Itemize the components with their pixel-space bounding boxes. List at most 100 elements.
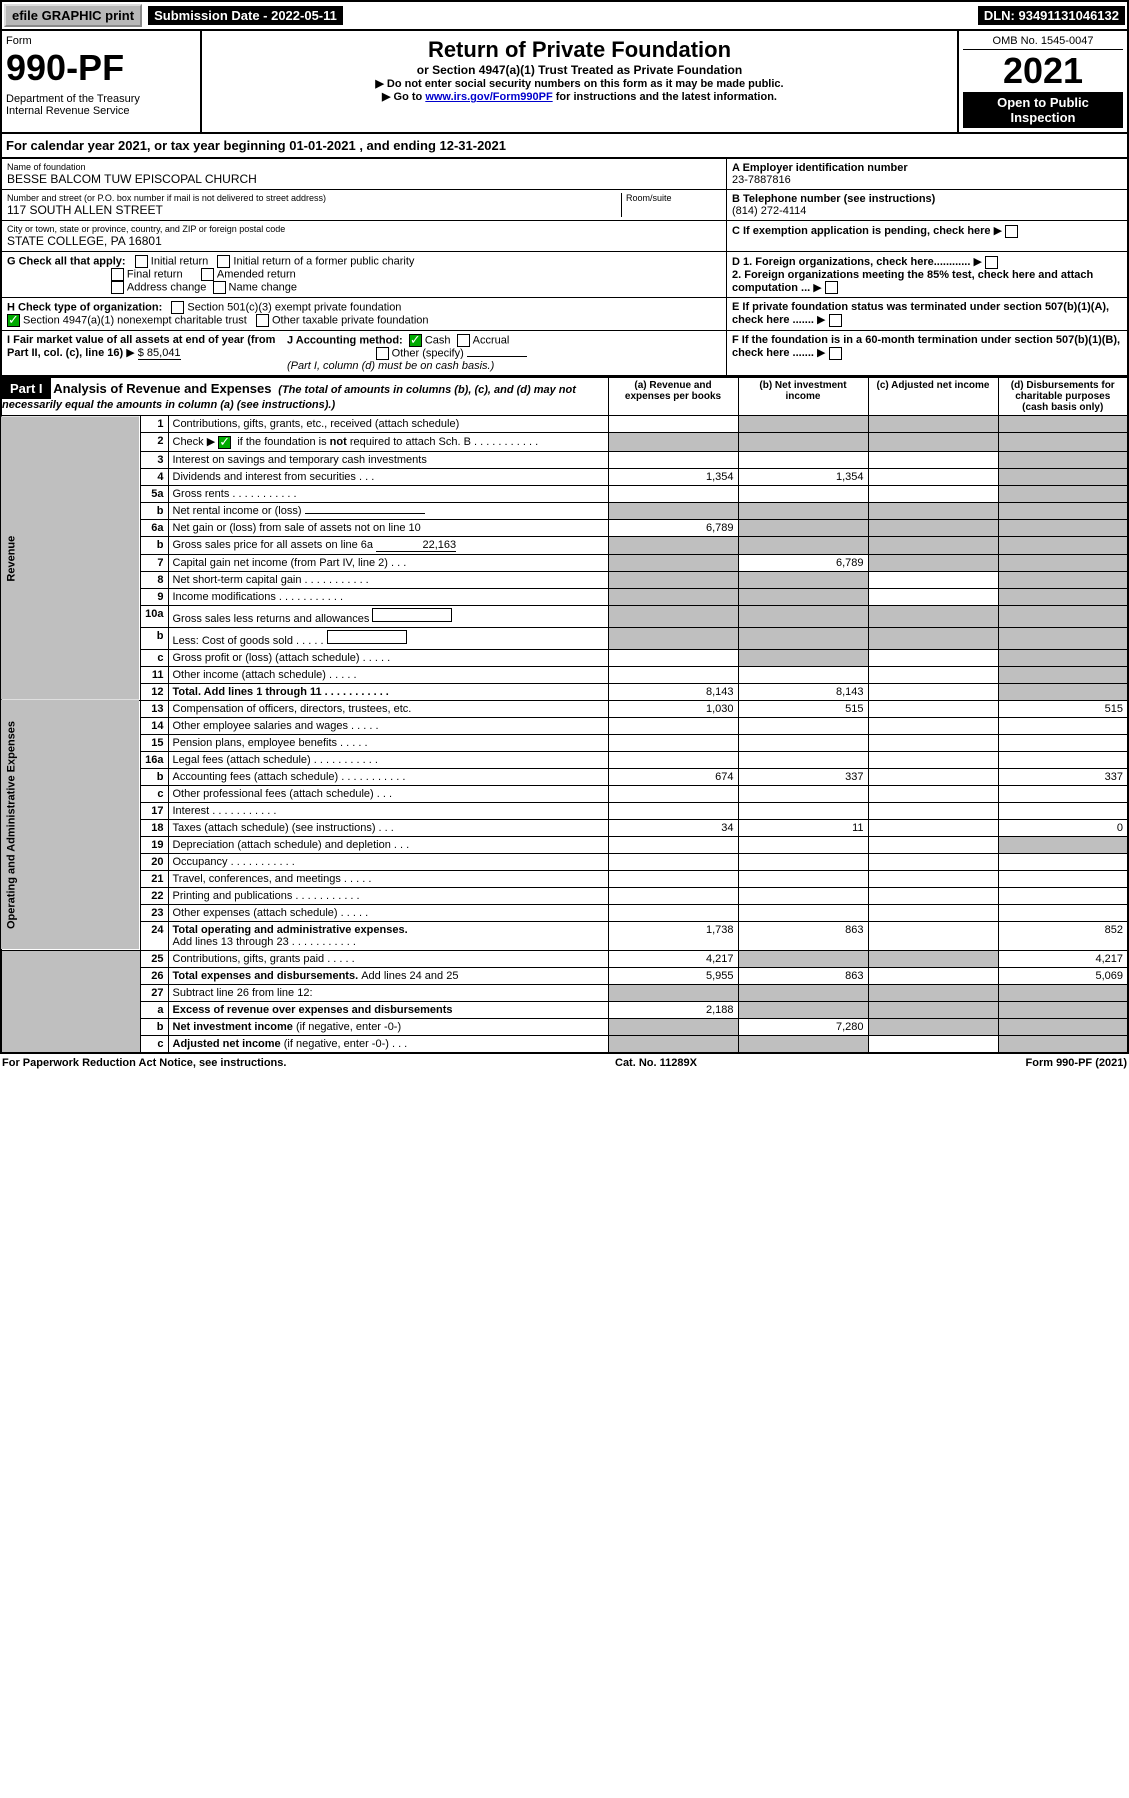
line-desc: Depreciation (attach schedule) and deple… xyxy=(168,836,608,853)
f-checkbox[interactable] xyxy=(829,347,842,360)
line-num: 18 xyxy=(140,819,168,836)
line-num: 8 xyxy=(140,571,168,588)
line-num: c xyxy=(140,1035,168,1053)
line-num: 27 xyxy=(140,984,168,1001)
line-desc: Gross sales price for all assets on line… xyxy=(168,536,608,554)
amt-d: 5,069 xyxy=(998,967,1128,984)
line-num: 13 xyxy=(140,700,168,717)
amt-a: 674 xyxy=(608,768,738,785)
amt-b: 8,143 xyxy=(738,683,868,700)
amt-a: 8,143 xyxy=(608,683,738,700)
form-note-2-post: for instructions and the latest informat… xyxy=(553,91,777,103)
form-subtitle: or Section 4947(a)(1) Trust Treated as P… xyxy=(214,63,945,77)
foundation-city: STATE COLLEGE, PA 16801 xyxy=(7,234,721,248)
line-desc: Total. Add lines 1 through 11 xyxy=(168,683,608,700)
foundation-name: BESSE BALCOM TUW EPISCOPAL CHURCH xyxy=(7,172,721,186)
line-desc: Total expenses and disbursements. Add li… xyxy=(168,967,608,984)
city-label: City or town, state or province, country… xyxy=(7,224,721,234)
amt-a: 1,354 xyxy=(608,468,738,485)
phone-label: B Telephone number (see instructions) xyxy=(732,193,935,205)
schb-checkbox[interactable] xyxy=(218,436,231,449)
line-num: 10a xyxy=(140,605,168,627)
line-num: 7 xyxy=(140,554,168,571)
amt-b: 6,789 xyxy=(738,554,868,571)
line-desc: Less: Cost of goods sold xyxy=(168,627,608,649)
j-cash-checkbox[interactable] xyxy=(409,334,422,347)
line-num: 26 xyxy=(140,967,168,984)
e-checkbox[interactable] xyxy=(829,314,842,327)
line-num: 23 xyxy=(140,904,168,921)
col-d-header: (d) Disbursements for charitable purpose… xyxy=(998,378,1128,416)
amt-a: 34 xyxy=(608,819,738,836)
g-final-checkbox[interactable] xyxy=(111,268,124,281)
line-desc: Legal fees (attach schedule) xyxy=(168,751,608,768)
line-desc: Adjusted net income (if negative, enter … xyxy=(168,1035,608,1053)
amt-a: 1,738 xyxy=(608,921,738,950)
g-name-checkbox[interactable] xyxy=(213,281,226,294)
arrow-icon xyxy=(817,314,825,326)
h2-checkbox[interactable] xyxy=(7,314,20,327)
j-label: J Accounting method: xyxy=(287,335,403,347)
g-amended-checkbox[interactable] xyxy=(201,268,214,281)
g-opt-5: Name change xyxy=(229,281,298,293)
arrow-icon xyxy=(126,347,138,359)
line-num: 1 xyxy=(140,416,168,433)
efile-print-button[interactable]: efile GRAPHIC print xyxy=(4,4,142,27)
h2-text: Section 4947(a)(1) nonexempt charitable … xyxy=(23,315,247,327)
amt-d: 0 xyxy=(998,819,1128,836)
amt-a: 5,955 xyxy=(608,967,738,984)
j-other-checkbox[interactable] xyxy=(376,347,389,360)
d1-checkbox[interactable] xyxy=(985,256,998,269)
dln: DLN: 93491131046132 xyxy=(978,6,1125,25)
line-desc: Interest on savings and temporary cash i… xyxy=(168,451,608,468)
h1-checkbox[interactable] xyxy=(171,301,184,314)
h1-text: Section 501(c)(3) exempt private foundat… xyxy=(187,302,401,314)
line-num: b xyxy=(140,536,168,554)
line-num: 17 xyxy=(140,802,168,819)
amt-a: 4,217 xyxy=(608,950,738,967)
room-label: Room/suite xyxy=(626,193,721,203)
line-num: 19 xyxy=(140,836,168,853)
col-c-header: (c) Adjusted net income xyxy=(868,378,998,416)
g-initial-checkbox[interactable] xyxy=(135,255,148,268)
line-num: 21 xyxy=(140,870,168,887)
line-desc: Dividends and interest from securities xyxy=(168,468,608,485)
d2-checkbox[interactable] xyxy=(825,281,838,294)
arrow-icon xyxy=(813,282,821,294)
line-desc: Subtract line 26 from line 12: xyxy=(168,984,608,1001)
g-address-checkbox[interactable] xyxy=(111,281,124,294)
amt-b: 863 xyxy=(738,921,868,950)
d1-label: D 1. Foreign organizations, check here..… xyxy=(732,256,970,268)
inspection-badge: Open to Public Inspection xyxy=(963,92,1123,128)
line-desc: Total operating and administrative expen… xyxy=(168,921,608,950)
line-desc: Income modifications xyxy=(168,588,608,605)
ein-value: 23-7887816 xyxy=(732,174,791,186)
line-num: b xyxy=(140,768,168,785)
omb-number: OMB No. 1545-0047 xyxy=(963,35,1123,50)
amt-d: 852 xyxy=(998,921,1128,950)
e-label: E If private foundation status was termi… xyxy=(732,301,1109,326)
line-num: 16a xyxy=(140,751,168,768)
g-label: G Check all that apply: xyxy=(7,255,126,267)
g-initial-former-checkbox[interactable] xyxy=(217,255,230,268)
h3-checkbox[interactable] xyxy=(256,314,269,327)
line-desc: Printing and publications xyxy=(168,887,608,904)
line-num: 6a xyxy=(140,519,168,536)
form-number: 990-PF xyxy=(6,47,196,89)
g-opt-0: Initial return xyxy=(151,255,208,267)
h3-text: Other taxable private foundation xyxy=(272,315,429,327)
form-id-block: Form 990-PF Department of the Treasury I… xyxy=(2,31,202,132)
line-num: c xyxy=(140,649,168,666)
amt-d: 4,217 xyxy=(998,950,1128,967)
line-desc: Check ▶ if the foundation is not require… xyxy=(168,433,608,452)
line-num: b xyxy=(140,1018,168,1035)
form-word: Form xyxy=(6,35,196,47)
j-accrual-checkbox[interactable] xyxy=(457,334,470,347)
c-checkbox[interactable] xyxy=(1005,225,1018,238)
line-desc: Gross rents xyxy=(168,485,608,502)
line-desc: Travel, conferences, and meetings xyxy=(168,870,608,887)
form990pf-link[interactable]: www.irs.gov/Form990PF xyxy=(425,91,552,103)
amt-b: 337 xyxy=(738,768,868,785)
line-num: 11 xyxy=(140,666,168,683)
amt-d: 337 xyxy=(998,768,1128,785)
